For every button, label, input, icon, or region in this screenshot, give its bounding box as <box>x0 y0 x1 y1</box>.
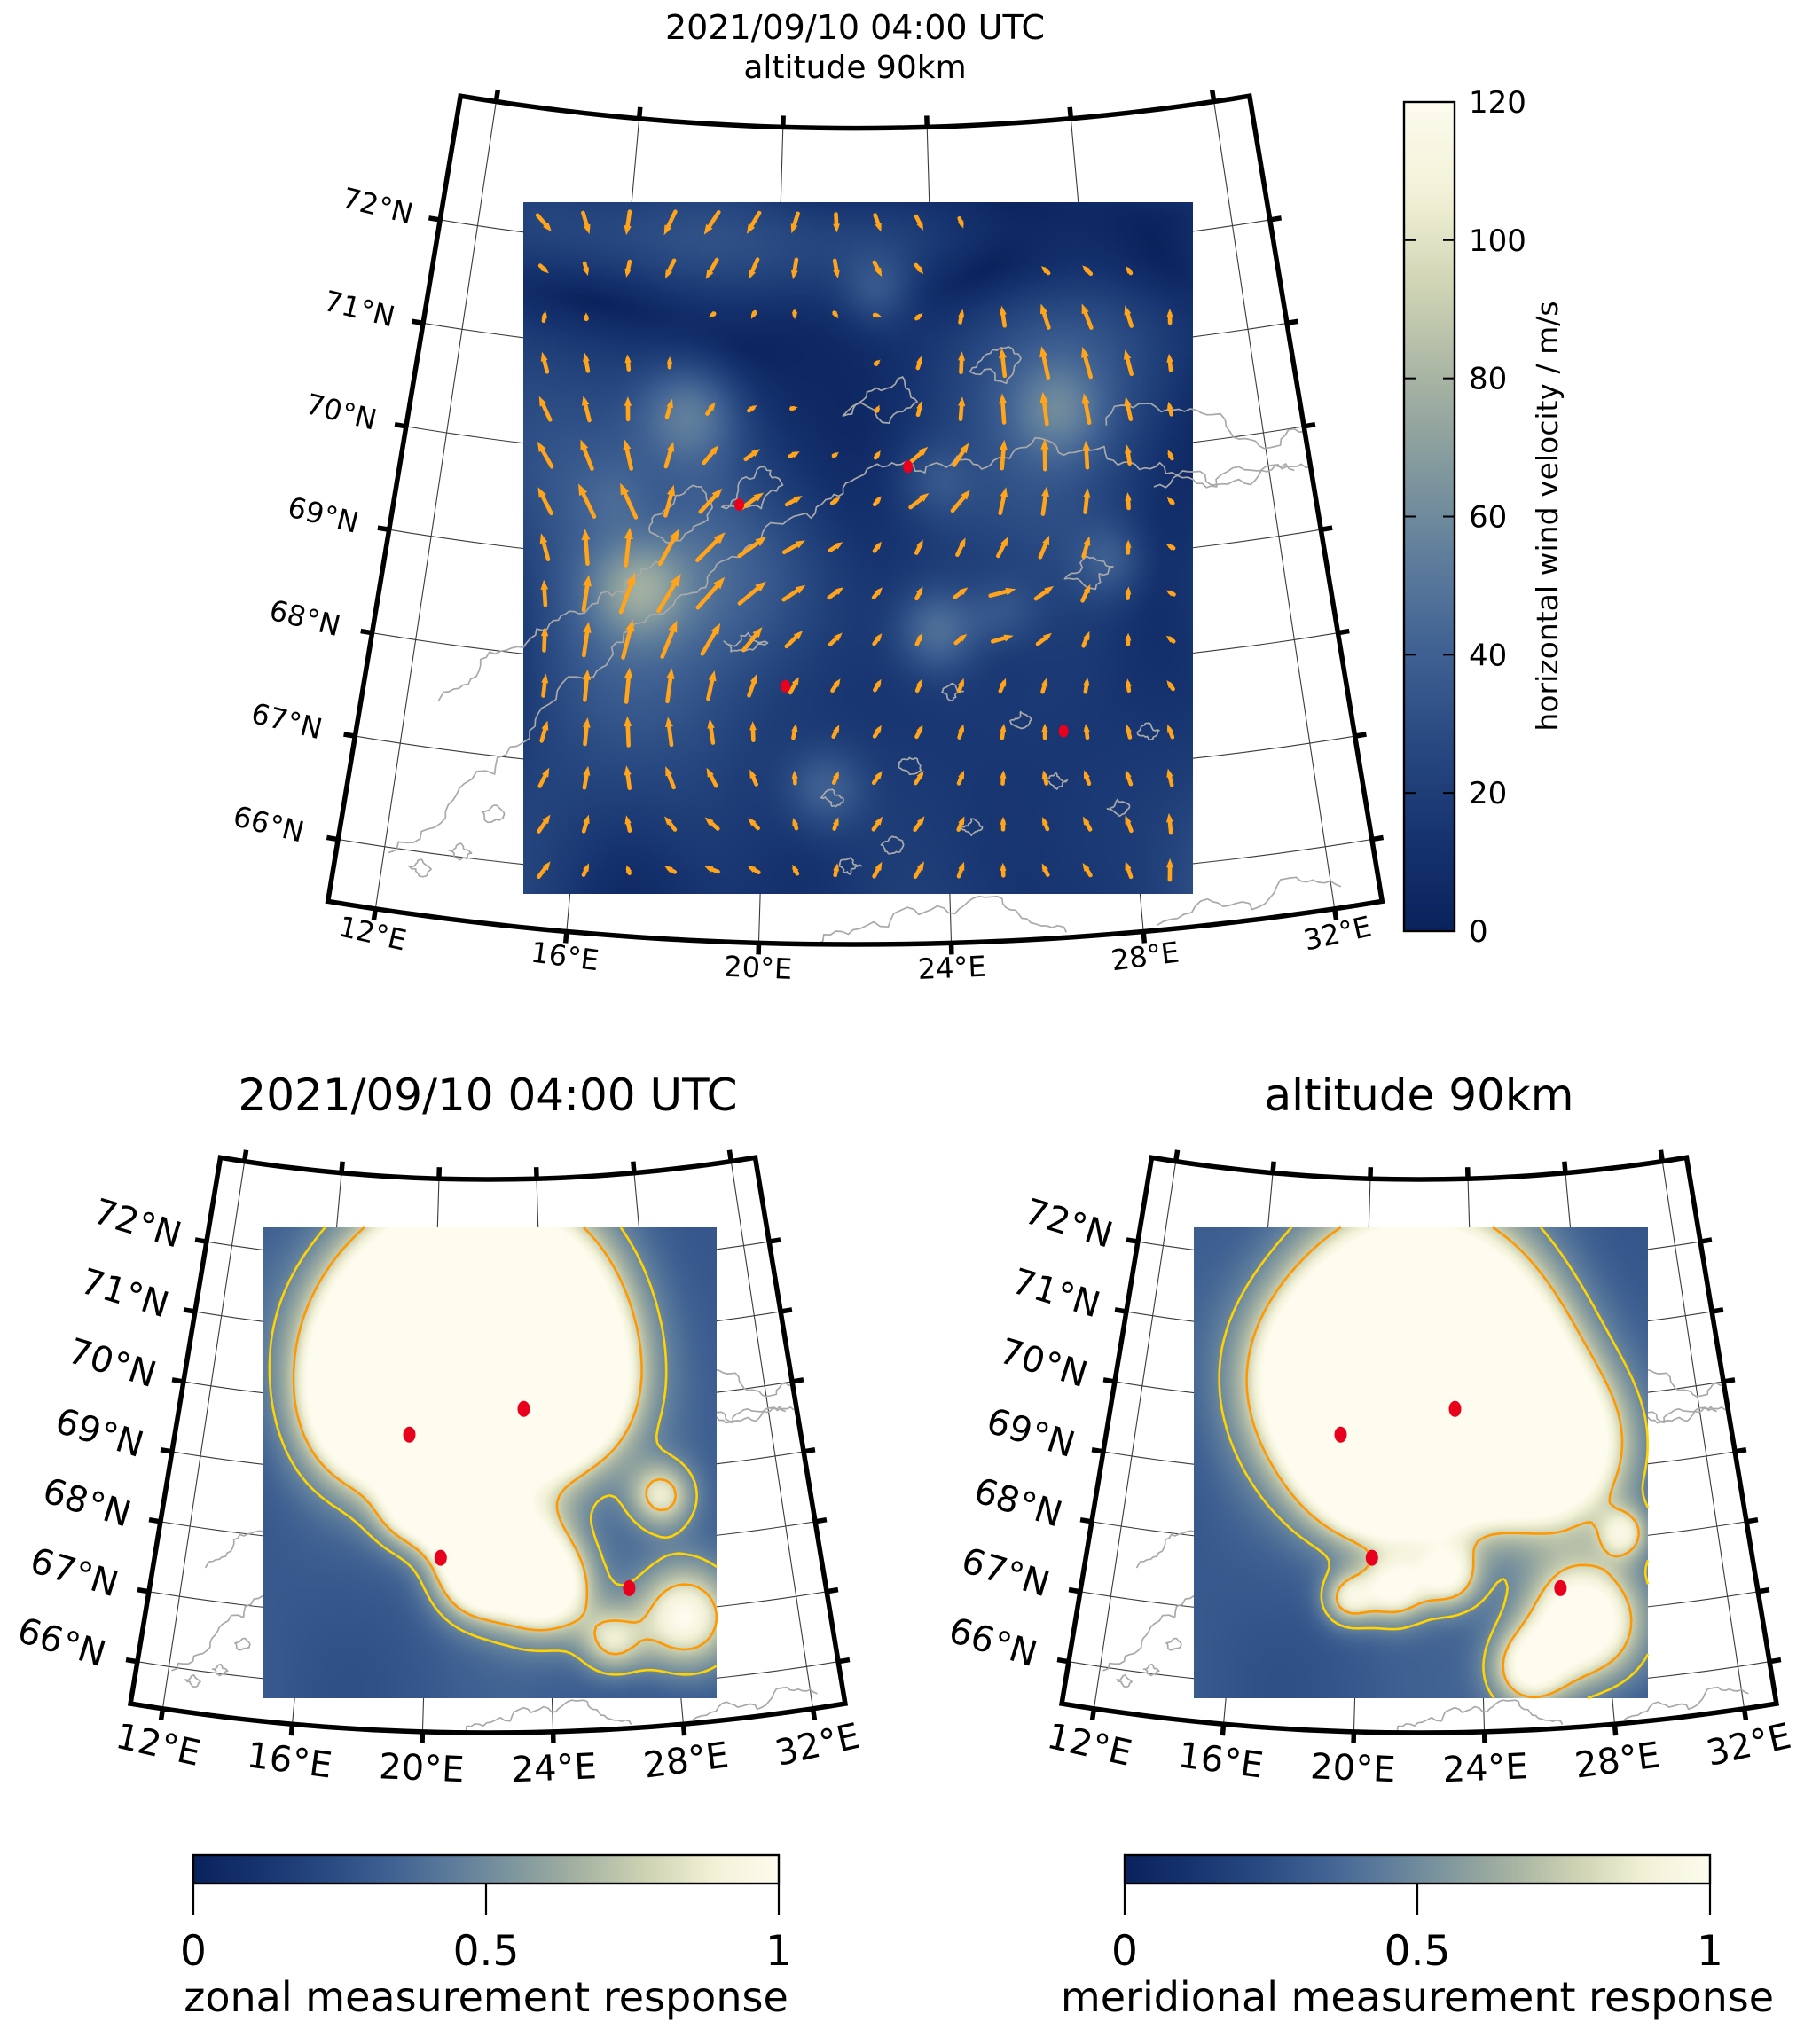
lat-tick-label: 66°N <box>230 799 307 849</box>
zonal-colorbar: 0 0.5 1 <box>180 1853 792 1976</box>
lon-tick-label: 12°E <box>112 1716 204 1774</box>
wind-colorbar: 0 20 40 60 80 100 120 <box>1402 85 1526 950</box>
lon-tick-label: 20°E <box>378 1746 465 1790</box>
station-dot <box>517 1400 530 1417</box>
top-map-coastline <box>388 346 1342 944</box>
lon-tick-label: 24°E <box>1442 1746 1529 1790</box>
lat-tick-label: 69°N <box>982 1400 1079 1465</box>
station-dot <box>1554 1579 1567 1596</box>
lat-tick-label: 71°N <box>321 284 398 333</box>
lon-tick-label: 32°E <box>1703 1716 1795 1774</box>
station-dot <box>1365 1549 1378 1566</box>
lat-tick-label: 68°N <box>38 1470 136 1535</box>
lat-tick-label: 66°N <box>945 1610 1042 1675</box>
lon-tick-label: 16°E <box>1176 1735 1266 1786</box>
lat-tick-label: 67°N <box>248 696 326 746</box>
lon-tick-label: 28°E <box>1573 1735 1662 1786</box>
lon-tick-label: 20°E <box>1309 1746 1396 1790</box>
lat-tick-label: 70°N <box>994 1331 1092 1396</box>
station-dot <box>1058 725 1069 738</box>
lon-tick-label: 24°E <box>917 950 987 986</box>
top-map-title-line1: 2021/09/10 04:00 UTC <box>665 8 1045 47</box>
bottom-right-map-panel: 72°N71°N70°N69°N68°N67°N66°N12°E 16°E 20°E… <box>945 1149 1795 1790</box>
lat-tick-label: 69°N <box>51 1400 148 1465</box>
lon-tick-label: 32°E <box>1300 910 1374 958</box>
station-dot <box>623 1579 636 1596</box>
lat-tick-label: 69°N <box>285 490 362 539</box>
station-dot <box>903 460 914 474</box>
lon-tick-label: 28°E <box>1110 935 1181 977</box>
meridional-colorbar: 0 0.5 1 <box>1111 1853 1723 1976</box>
top-map-panel: 72°N 71°N 70°N 69°N 68°N 67°N 66°N 12°E 16°E 20°E… <box>230 90 1385 986</box>
bottom-right-map-contour-outer <box>1218 1226 1650 1700</box>
bottom-left-map-contour-outer <box>268 1226 718 1676</box>
station-dot <box>434 1549 447 1566</box>
bottom-right-map-stations <box>1334 1400 1567 1596</box>
station-dot <box>403 1426 416 1443</box>
zonal-colorbar-tick-label: 0.5 <box>453 1927 520 1976</box>
lon-tick-label: 16°E <box>529 935 600 977</box>
meridional-colorbar-axis-label: meridional measurement response <box>1061 1973 1774 2021</box>
lon-tick-label: 20°E <box>724 950 794 986</box>
meridional-colorbar-tick-label: 0.5 <box>1385 1927 1451 1976</box>
lat-tick-label: 66°N <box>13 1610 111 1675</box>
bottom-left-map-border <box>125 1149 851 1743</box>
top-map-wind-arrows <box>535 209 1176 882</box>
zonal-colorbar-axis-label: zonal measurement response <box>184 1973 788 2021</box>
bottom-right-map-border <box>1056 1149 1782 1743</box>
lon-tick-label: 32°E <box>772 1716 864 1774</box>
wind-colorbar-tick-label: 80 <box>1469 362 1507 397</box>
lat-tick-label: 68°N <box>266 593 343 643</box>
lat-tick-label: 72°N <box>89 1191 186 1256</box>
lat-tick-label: 72°N <box>1020 1191 1118 1256</box>
top-map-border <box>325 90 1385 955</box>
top-map-title-line2: altitude 90km <box>743 50 966 86</box>
meridional-colorbar-tick-label: 1 <box>1697 1927 1723 1976</box>
meridional-colorbar-tick-label: 0 <box>1111 1927 1138 1976</box>
lat-tick-label: 71°N <box>76 1261 174 1326</box>
station-dot <box>1448 1400 1462 1417</box>
bottom-right-map-heatmap <box>1194 1227 1648 1698</box>
station-dot <box>781 679 791 693</box>
wind-colorbar-axis-label: horizontal wind velocity / m/s <box>1530 301 1565 731</box>
lat-tick-label: 67°N <box>26 1540 123 1605</box>
zonal-colorbar-tick-label: 1 <box>765 1927 792 1976</box>
lat-tick-label: 70°N <box>302 387 380 436</box>
lat-tick-label: 70°N <box>63 1331 161 1396</box>
lon-tick-label: 12°E <box>335 910 409 958</box>
bottom-left-map-heatmap <box>263 1227 717 1698</box>
bottom-right-map-contour-inner <box>1245 1226 1641 1699</box>
wind-colorbar-tick-label: 0 <box>1469 914 1488 950</box>
bottom-left-map-contour-inner <box>292 1226 718 1656</box>
wind-colorbar-tick-label: 120 <box>1469 85 1526 121</box>
top-map-stations <box>734 460 1069 738</box>
lat-tick-label: 68°N <box>969 1470 1067 1535</box>
lon-tick-label: 12°E <box>1043 1716 1135 1774</box>
lat-tick-label: 72°N <box>339 181 416 231</box>
lon-tick-label: 28°E <box>641 1735 731 1786</box>
lon-tick-label: 24°E <box>511 1746 598 1790</box>
bottom-left-map-stations <box>403 1400 636 1596</box>
bottom-right-map-title: altitude 90km <box>1265 1069 1574 1121</box>
wind-colorbar-tick-label: 60 <box>1469 500 1507 536</box>
bottom-left-map-title: 2021/09/10 04:00 UTC <box>238 1069 737 1121</box>
station-dot <box>734 498 744 512</box>
top-map-heatmap <box>523 202 1193 894</box>
wind-colorbar-tick-label: 100 <box>1469 223 1526 259</box>
lon-tick-label: 16°E <box>245 1735 334 1786</box>
wind-colorbar-tick-label: 20 <box>1469 776 1507 811</box>
station-dot <box>1334 1426 1347 1443</box>
lat-tick-label: 71°N <box>1008 1261 1105 1326</box>
zonal-colorbar-tick-label: 0 <box>180 1927 207 1976</box>
lat-tick-label: 67°N <box>957 1540 1055 1605</box>
wind-colorbar-tick-label: 40 <box>1469 638 1507 673</box>
bottom-left-map-panel: 72°N71°N70°N69°N68°N67°N66°N12°E 16°E 20°E… <box>13 1149 864 1790</box>
